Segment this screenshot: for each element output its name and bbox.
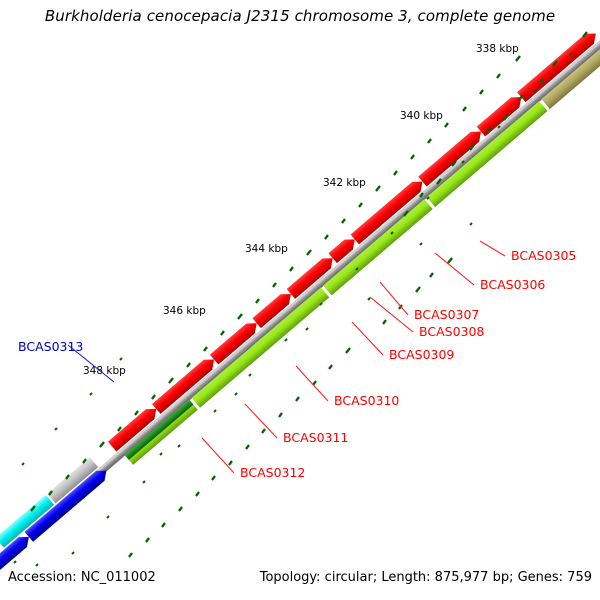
feature-label-bcas0313[interactable]: BCAS0313	[18, 339, 83, 354]
gene-feature[interactable]	[124, 399, 194, 460]
genome-stats-label: Topology: circular; Length: 875,977 bp; …	[259, 570, 592, 585]
leader-line	[67, 344, 115, 383]
feature-labels: BCAS0305 BCAS0306 BCAS0307 BCAS0308 BCAS…	[18, 248, 576, 480]
axis-tick-label: 342 kbp	[323, 177, 366, 189]
gc-skew-tick-marks	[13, 31, 588, 567]
gene-track-outer	[124, 36, 600, 465]
leader-line	[379, 281, 409, 316]
gene-feature[interactable]	[476, 92, 526, 137]
gene-feature[interactable]	[152, 355, 218, 414]
gene-feature[interactable]	[426, 101, 548, 208]
leader-line	[295, 365, 329, 402]
feature-label-bcas0311[interactable]: BCAS0311	[283, 430, 348, 445]
axis-tick-label: 340 kbp	[400, 110, 443, 122]
gene-feature[interactable]	[209, 318, 261, 365]
feature-label-bcas0309[interactable]: BCAS0309	[389, 347, 454, 362]
gene-feature[interactable]	[107, 404, 161, 452]
feature-leader-lines	[67, 240, 506, 474]
gene-feature[interactable]	[0, 532, 33, 583]
gene-feature[interactable]	[323, 199, 433, 296]
gene-feature[interactable]	[541, 36, 600, 110]
feature-label-bcas0310[interactable]: BCAS0310	[334, 393, 399, 408]
gene-feature[interactable]	[328, 234, 359, 264]
axis-tick-labels: 338 kbp 340 kbp 342 kbp 344 kbp 346 kbp …	[83, 43, 519, 377]
status-bar: Accession: NC_011002 Topology: circular;…	[0, 570, 600, 594]
feature-label-bcas0307[interactable]: BCAS0307	[414, 307, 479, 322]
gene-feature[interactable]	[47, 457, 99, 504]
feature-label-bcas0306[interactable]: BCAS0306	[480, 277, 545, 292]
leader-line	[201, 437, 235, 474]
gene-feature[interactable]	[286, 253, 337, 299]
leader-line	[479, 240, 506, 257]
gene-feature[interactable]	[191, 287, 330, 408]
leader-line	[434, 252, 475, 286]
axis-tick-label: 346 kbp	[163, 305, 206, 317]
accession-label: Accession: NC_011002	[8, 570, 156, 585]
leader-line	[244, 403, 278, 439]
axis-tick-label: 344 kbp	[245, 243, 288, 255]
axis-tick-label: 338 kbp	[476, 43, 519, 55]
leader-line	[369, 296, 414, 333]
feature-label-bcas0312[interactable]: BCAS0312	[240, 465, 305, 480]
gene-feature[interactable]	[517, 29, 600, 103]
gene-feature[interactable]	[252, 289, 295, 329]
gene-feature[interactable]	[24, 466, 111, 542]
feature-label-bcas0308[interactable]: BCAS0308	[419, 324, 484, 339]
gene-feature[interactable]	[418, 127, 485, 187]
gene-track-inner	[0, 29, 600, 583]
page-title: Burkholderia cenocepacia J2315 chromosom…	[44, 7, 556, 25]
leader-line	[351, 321, 384, 356]
feature-label-bcas0305[interactable]: BCAS0305	[511, 248, 576, 263]
axis-tick-label: 348 kbp	[83, 365, 126, 377]
gene-feature[interactable]	[0, 494, 55, 548]
gene-feature[interactable]	[350, 177, 427, 245]
